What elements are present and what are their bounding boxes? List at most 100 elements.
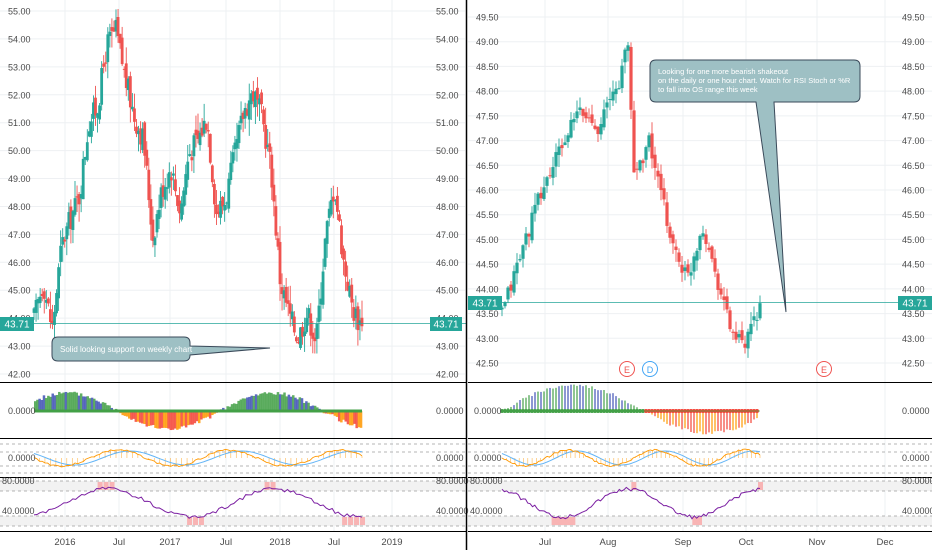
candle-body bbox=[318, 306, 321, 322]
osc-bar bbox=[156, 411, 158, 429]
candle-body bbox=[698, 236, 701, 250]
candle-body bbox=[262, 110, 265, 125]
r-y-tick-right: 42.50 bbox=[902, 359, 925, 369]
candle-body bbox=[82, 159, 85, 199]
osc-bar bbox=[76, 393, 78, 411]
osc-bar bbox=[183, 411, 185, 426]
osc-bar bbox=[58, 392, 60, 411]
candle-body bbox=[342, 249, 345, 260]
candle-body bbox=[692, 256, 695, 271]
candle-body bbox=[722, 296, 725, 300]
candle-body bbox=[650, 133, 653, 158]
l-y-tick-left: 46.00 bbox=[8, 258, 31, 268]
candle-body bbox=[608, 99, 611, 100]
left-price-text-left: 43.71 bbox=[4, 320, 29, 331]
osc-bar bbox=[294, 398, 296, 411]
r-x-tick: Oct bbox=[739, 537, 754, 548]
osc-bar bbox=[353, 411, 355, 424]
r-y-tick-left: 43.00 bbox=[476, 334, 499, 344]
osc-bar bbox=[148, 411, 150, 426]
candle-body bbox=[545, 177, 548, 186]
osc-bar bbox=[41, 400, 43, 411]
candle-body bbox=[530, 213, 533, 241]
candle-body bbox=[102, 64, 105, 67]
osc-bar bbox=[242, 398, 244, 411]
l-x-tick: 2016 bbox=[54, 537, 75, 548]
r-y-tick-right: 44.00 bbox=[902, 284, 925, 294]
left-stoch-hi-left: 80.0000 bbox=[2, 476, 35, 486]
stoch-os-marker bbox=[342, 517, 347, 525]
left-candles bbox=[33, 9, 364, 353]
left-wave-oscillator bbox=[0, 444, 465, 473]
candle-body bbox=[213, 184, 216, 204]
candle-body bbox=[275, 206, 278, 235]
candle-body bbox=[674, 247, 677, 250]
candle-body bbox=[557, 147, 560, 155]
l-y-tick-left: 49.00 bbox=[8, 174, 31, 184]
osc-bar bbox=[237, 401, 239, 411]
l-y-tick-left: 42.00 bbox=[8, 370, 31, 380]
osc-bar bbox=[82, 396, 84, 411]
osc-bar bbox=[296, 399, 298, 411]
stoch-os-marker bbox=[552, 517, 557, 525]
candle-body bbox=[518, 259, 521, 260]
candle-body bbox=[542, 187, 545, 199]
osc-bar bbox=[253, 396, 255, 411]
r-x-tick: Dec bbox=[877, 537, 894, 548]
candle-body bbox=[605, 102, 608, 107]
osc-bar bbox=[257, 395, 259, 411]
left-wave-zero-label-left: 0.0000 bbox=[8, 453, 36, 463]
candle-body bbox=[158, 210, 161, 219]
candle-body bbox=[506, 288, 509, 300]
right-stoch-hi-left: 80.0000 bbox=[470, 476, 503, 486]
stoch-line bbox=[34, 487, 362, 518]
osc-bar bbox=[187, 411, 189, 425]
candle-body bbox=[752, 316, 755, 320]
candle-body bbox=[47, 299, 50, 304]
osc-bar bbox=[69, 392, 71, 411]
osc-bar bbox=[277, 392, 279, 411]
candle-body bbox=[716, 274, 719, 290]
osc-bar bbox=[290, 397, 292, 411]
l-y-tick-right: 51.00 bbox=[436, 118, 459, 128]
stoch-os-marker bbox=[199, 517, 204, 525]
candle-body bbox=[305, 318, 308, 332]
candle-body bbox=[145, 150, 148, 166]
osc-bar bbox=[181, 411, 183, 427]
osc-bar bbox=[146, 411, 148, 427]
candle-body bbox=[665, 202, 668, 226]
candle-body bbox=[662, 188, 665, 199]
l-x-tick: Jul bbox=[113, 537, 125, 548]
candle-body bbox=[207, 130, 210, 131]
candle-body bbox=[626, 45, 629, 50]
candle-body bbox=[74, 198, 77, 215]
candle-body bbox=[147, 170, 150, 200]
osc-bar bbox=[152, 411, 154, 425]
osc-bar bbox=[176, 411, 178, 430]
osc-bar bbox=[285, 396, 287, 411]
r-y-tick-right: 47.00 bbox=[902, 136, 925, 146]
right-osc-zero-label-left: 0.0000 bbox=[474, 406, 502, 416]
dividend-marker-label: D bbox=[647, 365, 654, 375]
l-y-tick-right: 50.00 bbox=[436, 146, 459, 156]
osc-bar bbox=[43, 395, 45, 411]
candle-body bbox=[719, 288, 722, 294]
candle-body bbox=[596, 127, 599, 134]
l-x-tick: 2018 bbox=[269, 537, 290, 548]
candle-body bbox=[357, 306, 360, 330]
candle-body bbox=[90, 121, 93, 136]
osc-bar bbox=[266, 394, 268, 411]
osc-bar bbox=[159, 411, 161, 429]
candle-body bbox=[668, 227, 671, 238]
left-annotation-text: Solid looking support on weekly chart bbox=[60, 345, 193, 354]
candle-body bbox=[704, 234, 707, 244]
candle-body bbox=[193, 135, 196, 156]
candle-body bbox=[129, 76, 132, 107]
osc-bar bbox=[288, 395, 290, 411]
osc-bar bbox=[272, 394, 274, 411]
r-y-tick-right: 47.50 bbox=[902, 111, 925, 121]
l-y-tick-left: 54.00 bbox=[8, 34, 31, 44]
